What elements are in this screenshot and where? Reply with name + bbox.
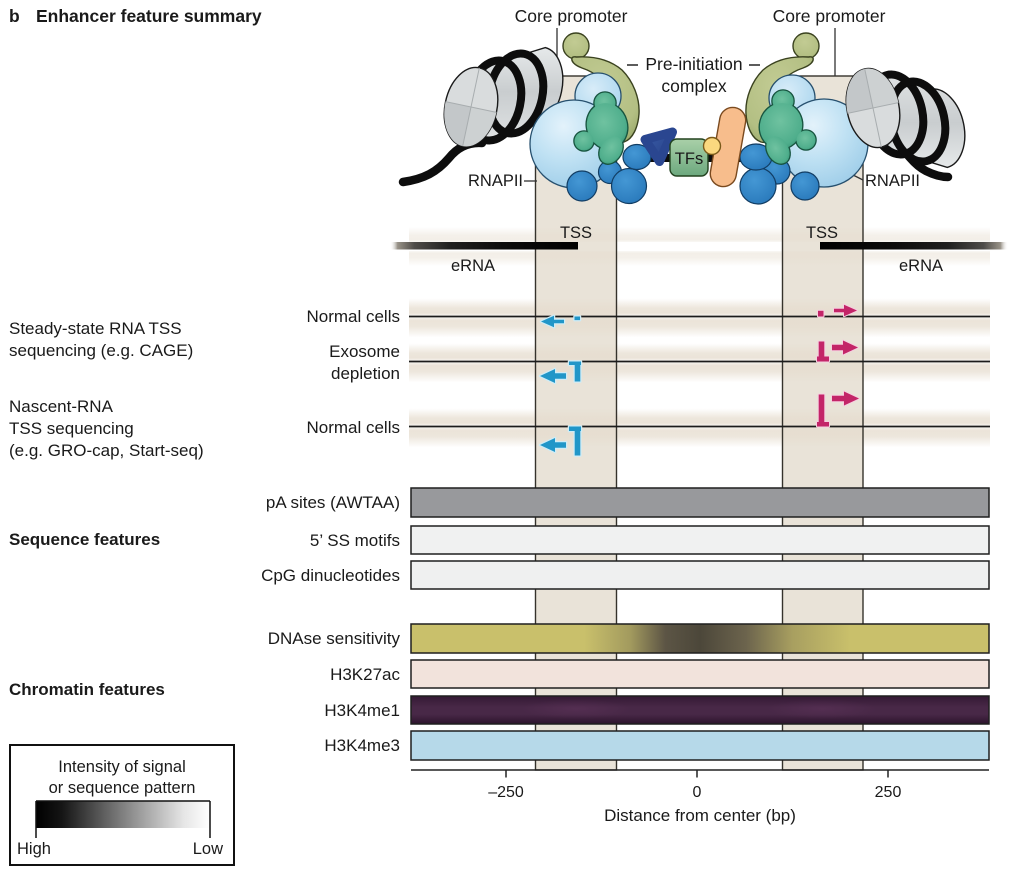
svg-text:RNAPII: RNAPII [468, 172, 523, 190]
svg-text:Low: Low [193, 840, 223, 858]
svg-text:H3K27ac: H3K27ac [330, 665, 400, 684]
svg-text:Core promoter: Core promoter [515, 6, 628, 26]
svg-text:TSS sequencing: TSS sequencing [9, 419, 134, 438]
svg-text:250: 250 [875, 784, 902, 801]
svg-text:RNAPII: RNAPII [865, 172, 920, 190]
svg-text:eRNA: eRNA [899, 257, 943, 275]
svg-text:Enhancer feature summary: Enhancer feature summary [36, 6, 262, 26]
svg-text:H3K4me1: H3K4me1 [324, 701, 400, 720]
svg-text:or sequence pattern: or sequence pattern [49, 779, 196, 797]
svg-text:Steady-state RNA TSS: Steady-state RNA TSS [9, 319, 182, 338]
svg-text:Core promoter: Core promoter [773, 6, 886, 26]
svg-text:(e.g. GRO-cap, Start-seq): (e.g. GRO-cap, Start-seq) [9, 441, 204, 460]
svg-text:pA sites (AWTAA): pA sites (AWTAA) [266, 493, 400, 512]
svg-text:Intensity of signal: Intensity of signal [58, 758, 186, 776]
svg-text:High: High [17, 840, 51, 858]
svg-text:TFs: TFs [675, 150, 703, 168]
svg-text:0: 0 [693, 784, 702, 801]
svg-text:DNAse sensitivity: DNAse sensitivity [268, 629, 401, 648]
svg-text:complex: complex [661, 76, 726, 96]
svg-text:H3K4me3: H3K4me3 [324, 736, 400, 755]
svg-text:TSS: TSS [806, 224, 838, 242]
svg-text:eRNA: eRNA [451, 257, 495, 275]
svg-text:–250: –250 [488, 784, 524, 801]
svg-text:b: b [9, 6, 20, 26]
svg-text:depletion: depletion [331, 364, 400, 383]
svg-text:Nascent-RNA: Nascent-RNA [9, 397, 114, 416]
svg-text:Distance from center (bp): Distance from center (bp) [604, 806, 796, 825]
svg-text:Normal cells: Normal cells [306, 307, 400, 326]
svg-text:Normal cells: Normal cells [306, 418, 400, 437]
svg-text:sequencing (e.g. CAGE): sequencing (e.g. CAGE) [9, 341, 193, 360]
svg-text:Exosome: Exosome [329, 342, 400, 361]
svg-text:Chromatin features: Chromatin features [9, 680, 165, 699]
svg-text:5’ SS motifs: 5’ SS motifs [310, 531, 400, 550]
svg-text:Pre-initiation: Pre-initiation [645, 54, 742, 74]
svg-text:CpG dinucleotides: CpG dinucleotides [261, 566, 400, 585]
svg-text:TSS: TSS [560, 224, 592, 242]
svg-text:Sequence features: Sequence features [9, 530, 160, 549]
